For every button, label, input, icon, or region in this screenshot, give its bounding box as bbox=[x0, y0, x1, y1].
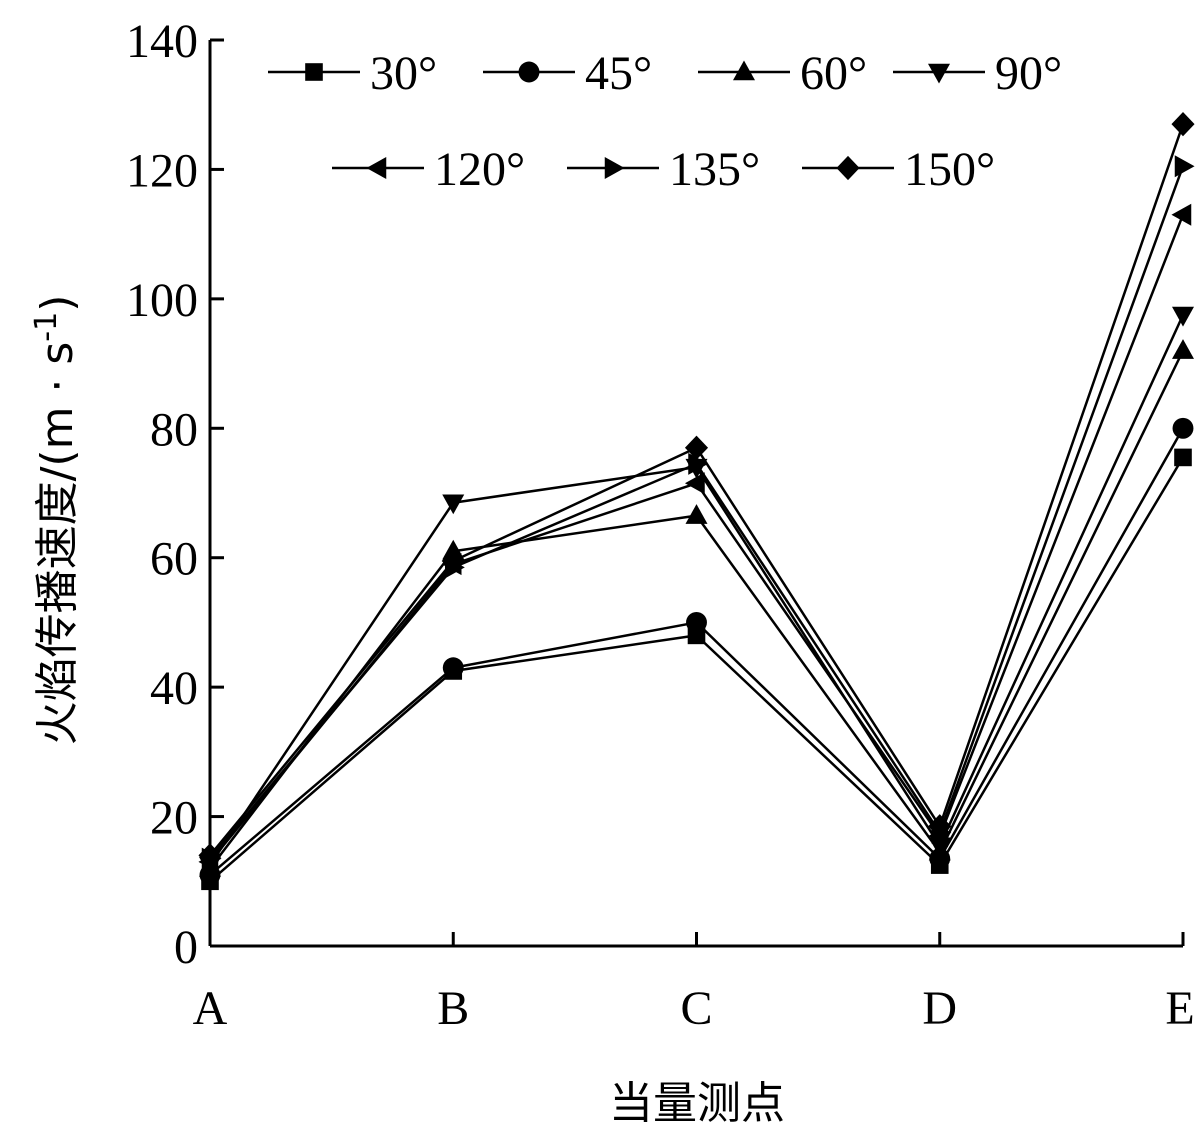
data-point bbox=[1172, 339, 1194, 359]
y-tick-label: 0 bbox=[174, 921, 198, 974]
data-point bbox=[442, 657, 464, 679]
legend-item: 60° bbox=[698, 47, 867, 100]
legend-marker bbox=[305, 63, 323, 81]
data-point bbox=[1174, 155, 1195, 178]
series-7 bbox=[198, 112, 1195, 868]
legend-label: 120° bbox=[434, 143, 525, 196]
y-tick-label: 60 bbox=[150, 533, 198, 586]
legend-item: 90° bbox=[893, 47, 1062, 100]
legend-marker bbox=[366, 157, 387, 179]
y-axis-ticks: 0 20 40 60 80 100 120 140 bbox=[126, 15, 224, 974]
legend-marker bbox=[733, 60, 755, 81]
series-line bbox=[209, 350, 1185, 870]
y-tick-label: 80 bbox=[150, 403, 198, 456]
legend-label: 30° bbox=[370, 47, 437, 100]
series-line bbox=[209, 123, 1185, 857]
y-axis-label-main: 火焰传播速度/(m · s bbox=[32, 342, 83, 746]
data-point bbox=[688, 452, 709, 475]
y-tick-label: 120 bbox=[126, 144, 198, 197]
series-line bbox=[209, 214, 1185, 863]
legend-item: 150° bbox=[802, 143, 995, 196]
data-point bbox=[1172, 306, 1194, 327]
data-point bbox=[686, 611, 707, 633]
series-layer bbox=[198, 112, 1195, 891]
x-tick-label: B bbox=[437, 982, 469, 1035]
x-axis-label: 当量测点 bbox=[609, 1078, 785, 1129]
data-point bbox=[928, 814, 952, 839]
series-5 bbox=[198, 203, 1192, 873]
data-point bbox=[198, 843, 222, 868]
y-axis-label: 火焰传播速度/(m · s-1) bbox=[29, 295, 83, 746]
legend-marker bbox=[928, 63, 950, 84]
legend-item: 45° bbox=[483, 47, 652, 100]
legend-label: 150° bbox=[904, 143, 995, 196]
data-point bbox=[1172, 417, 1194, 439]
legend: 30° 45° 60° 90° 120° 135° 150° bbox=[268, 47, 1062, 196]
legend-item: 135° bbox=[567, 143, 760, 196]
y-axis-label-close: ) bbox=[32, 295, 83, 312]
data-point bbox=[1174, 448, 1192, 467]
legend-label: 60° bbox=[800, 47, 867, 100]
legend-marker bbox=[518, 61, 540, 83]
y-tick-label: 20 bbox=[150, 792, 198, 845]
x-tick-label: C bbox=[680, 982, 712, 1035]
legend-label: 135° bbox=[669, 143, 760, 196]
data-point bbox=[1171, 112, 1195, 137]
data-point bbox=[685, 504, 708, 524]
legend-item: 30° bbox=[268, 47, 437, 100]
x-tick-label: D bbox=[922, 982, 957, 1035]
y-tick-label: 100 bbox=[126, 274, 198, 327]
series-4 bbox=[199, 306, 1194, 877]
y-axis-label-sup: -1 bbox=[29, 312, 64, 342]
data-point bbox=[441, 548, 465, 574]
series-3 bbox=[199, 339, 1194, 877]
x-tick-label: E bbox=[1165, 982, 1194, 1035]
data-point bbox=[684, 435, 709, 460]
x-axis-ticks: A B C D E bbox=[193, 932, 1195, 1035]
data-point bbox=[1171, 203, 1192, 226]
y-tick-label: 140 bbox=[126, 15, 198, 68]
legend-label: 90° bbox=[995, 47, 1062, 100]
legend-marker bbox=[836, 155, 860, 181]
legend-item: 120° bbox=[332, 143, 525, 196]
y-tick-label: 40 bbox=[150, 662, 198, 715]
legend-label: 45° bbox=[585, 47, 652, 100]
data-point bbox=[442, 494, 465, 515]
x-tick-label: A bbox=[193, 982, 228, 1035]
data-point bbox=[684, 472, 705, 495]
legend-marker bbox=[604, 157, 625, 179]
